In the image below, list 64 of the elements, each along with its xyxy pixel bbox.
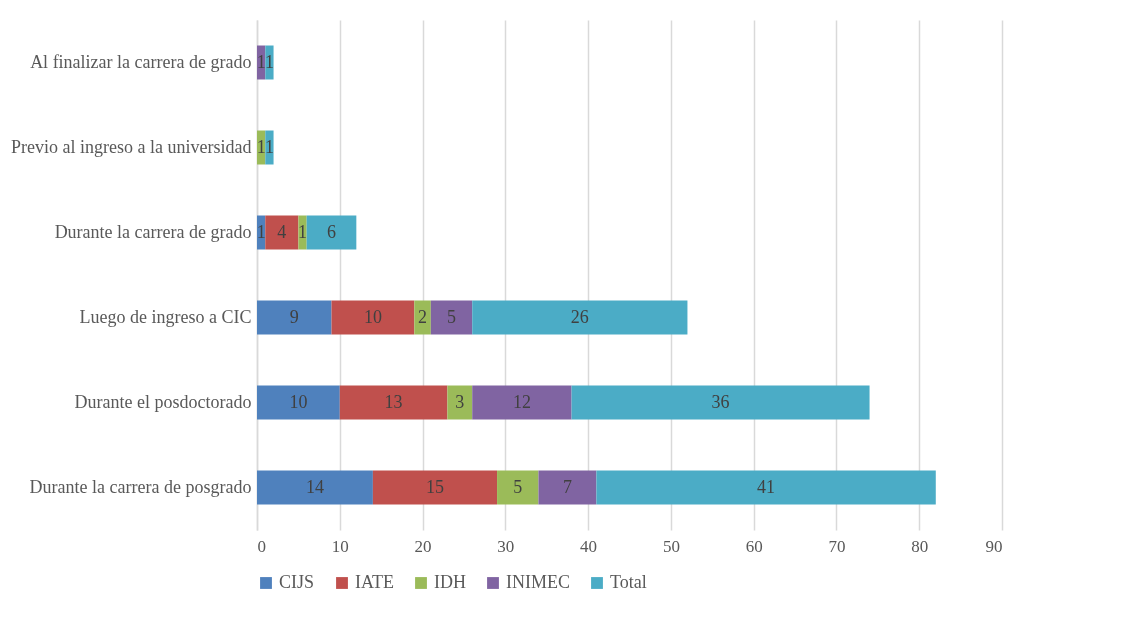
bar: [265, 215, 299, 250]
bar: [257, 385, 340, 420]
data-label: 1: [256, 136, 266, 157]
data-label: 5: [447, 306, 457, 327]
x-tick-label: 0: [257, 536, 266, 556]
data-label: 2: [418, 306, 428, 327]
legend-label: INIMEC: [506, 572, 570, 592]
data-label: 1: [264, 51, 274, 72]
x-tick-label: 50: [662, 536, 680, 556]
y-tick-label: Luego de ingreso a CIC: [79, 306, 252, 327]
data-label: 1: [264, 136, 274, 157]
legend-label: IATE: [355, 572, 394, 592]
data-label: 13: [384, 391, 403, 412]
x-tick-label: 90: [985, 536, 1003, 556]
bar: [339, 385, 448, 420]
bar: [306, 215, 357, 250]
legend-label: IDH: [434, 572, 466, 592]
data-label: 1: [298, 221, 308, 242]
y-tick-label: Durante la carrera de posgrado: [29, 476, 252, 497]
bar: [472, 300, 688, 335]
bar: [430, 300, 473, 335]
data-label: 26: [570, 306, 589, 327]
data-label: 9: [289, 306, 299, 327]
x-tick-label: 70: [828, 536, 846, 556]
bar: [372, 470, 498, 505]
legend-label: CIJS: [279, 572, 315, 592]
data-label: 1: [256, 221, 266, 242]
bar: [497, 470, 539, 505]
bar: [257, 470, 373, 505]
data-label: 7: [562, 476, 572, 497]
bar: [257, 300, 332, 335]
bar: [596, 470, 936, 505]
data-label: 10: [289, 391, 308, 412]
bar: [265, 130, 274, 165]
x-tick-label: 80: [911, 536, 929, 556]
y-tick-label: Durante la carrera de grado: [54, 221, 252, 242]
bar: [447, 385, 473, 420]
x-tick-label: 60: [745, 536, 763, 556]
data-label: 36: [711, 391, 730, 412]
y-tick-label: Al finalizar la carrera de grado: [30, 51, 252, 72]
data-label: 10: [363, 306, 382, 327]
bar: [265, 45, 274, 80]
bar: [571, 385, 870, 420]
data-label: 3: [455, 391, 465, 412]
data-label: 12: [512, 391, 531, 412]
data-label: 41: [757, 476, 776, 497]
bar: [472, 385, 572, 420]
data-label: 6: [327, 221, 336, 242]
data-label: 15: [425, 476, 444, 497]
y-tick-label: Previo al ingreso a la universidad: [11, 136, 252, 157]
x-tick-label: 20: [414, 536, 432, 556]
bar: [414, 300, 431, 335]
data-label: 4: [277, 221, 287, 242]
data-label: 14: [305, 476, 324, 497]
legend-label: Total: [610, 572, 647, 592]
data-label: 1: [256, 51, 266, 72]
y-tick-label: Durante el posdoctorado: [74, 391, 252, 412]
x-tick-label: 40: [580, 536, 598, 556]
bar: [298, 215, 307, 250]
data-label: 5: [513, 476, 523, 497]
bar: [331, 300, 415, 335]
bar: [538, 470, 597, 505]
x-tick-label: 30: [497, 536, 515, 556]
x-tick-label: 10: [331, 536, 349, 556]
